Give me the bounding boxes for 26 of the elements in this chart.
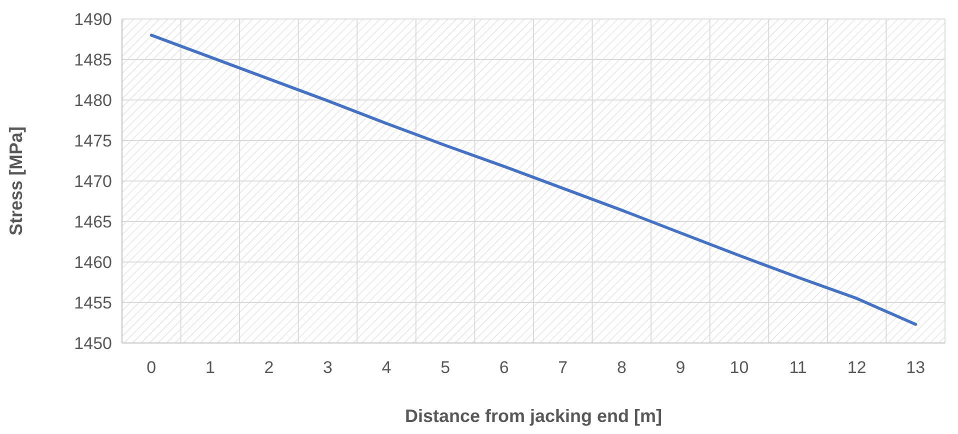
- x-tick-label: 6: [499, 358, 509, 377]
- x-axis-title: Distance from jacking end [m]: [404, 406, 662, 426]
- line-series: [150, 34, 918, 326]
- y-tick-label: 1460: [74, 252, 112, 272]
- x-tick-label: 10: [730, 358, 749, 377]
- x-tick-label: 5: [440, 358, 450, 377]
- y-tick-label: 1480: [74, 90, 112, 110]
- y-tick-label: 1490: [74, 10, 112, 29]
- x-tick-label: 13: [906, 358, 926, 377]
- y-axis-title: Stress [MPa]: [6, 126, 26, 236]
- x-tick-label: 9: [676, 358, 686, 377]
- y-tick-label: 1470: [74, 172, 112, 191]
- x-tick-label: 1: [205, 358, 215, 377]
- x-tick-label: 0: [146, 358, 156, 377]
- x-tick-label: 4: [382, 358, 392, 377]
- x-tick-label: 2: [264, 358, 274, 377]
- x-tick-label: 12: [847, 358, 866, 377]
- x-tick-label: 7: [558, 358, 568, 377]
- x-tick-label: 11: [789, 358, 807, 377]
- y-tick-label: 1450: [74, 334, 112, 353]
- x-tick-label: 3: [323, 358, 332, 377]
- y-tick-label: 1455: [74, 293, 112, 312]
- y-tick-label: 1485: [74, 50, 112, 70]
- x-tick-label: 8: [616, 358, 626, 377]
- y-tick-label: 1465: [74, 212, 112, 232]
- y-tick-label: 1475: [74, 131, 112, 150]
